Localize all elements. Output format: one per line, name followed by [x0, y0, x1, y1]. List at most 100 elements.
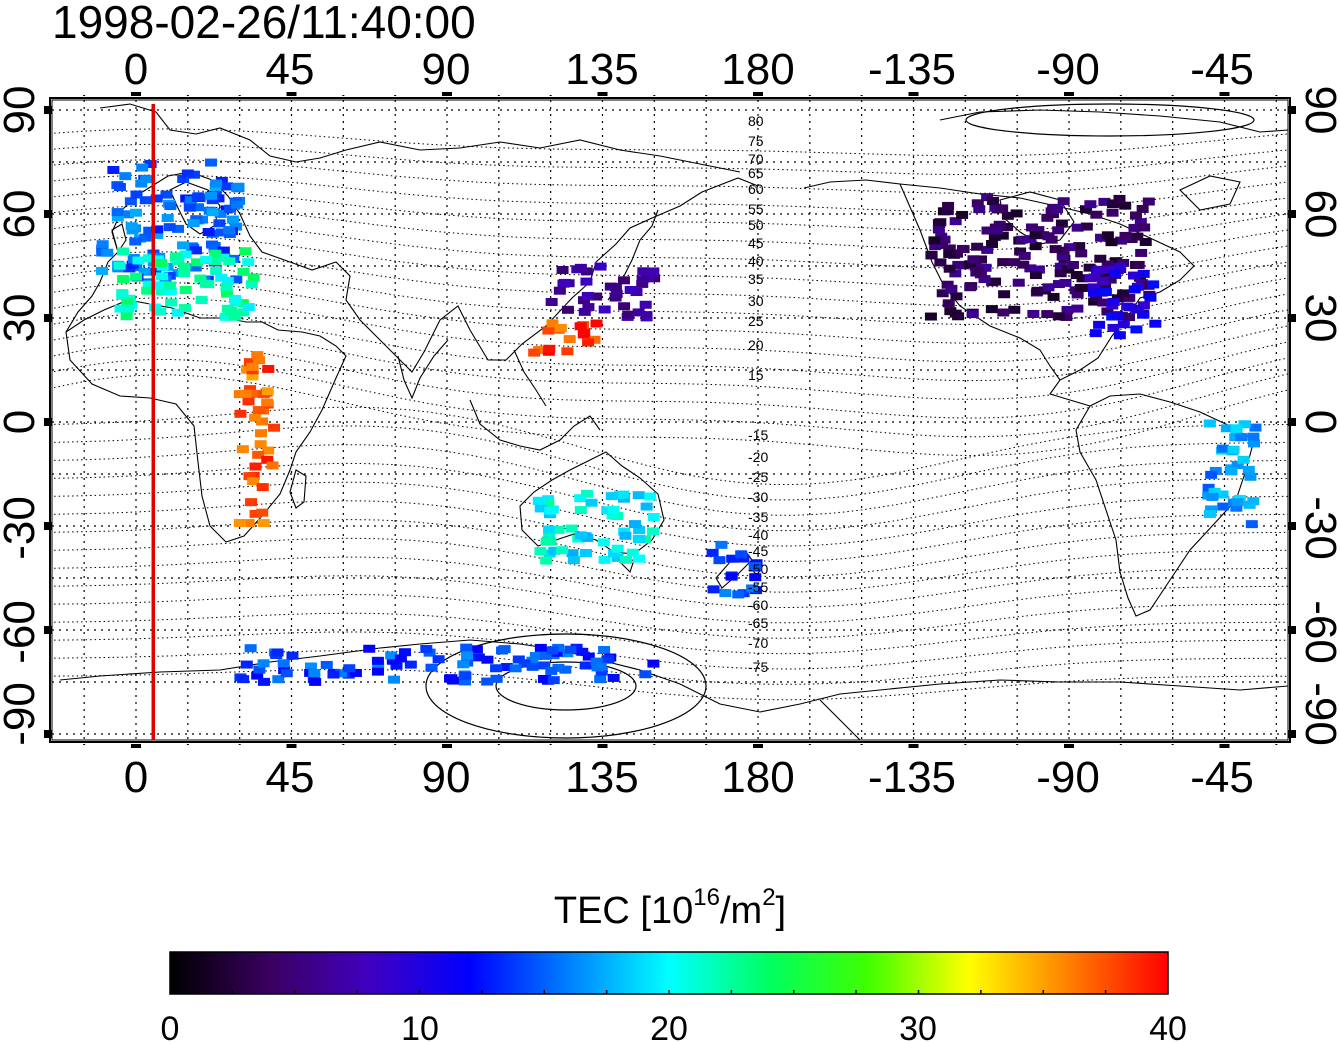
tec-cell [224, 204, 237, 213]
tec-cell [647, 513, 660, 522]
tec-cell [371, 656, 384, 665]
tec-cell [164, 202, 177, 211]
tec-cell [239, 389, 252, 398]
tec-cell [620, 555, 633, 564]
tec-cell [924, 312, 937, 321]
tec-cell [242, 258, 255, 267]
contour-label: -55 [748, 579, 768, 595]
tec-cell [327, 670, 340, 679]
tec-cell [574, 494, 587, 503]
tec-cell [1042, 283, 1055, 292]
tec-cell [1054, 262, 1067, 271]
tec-cell [210, 266, 223, 275]
contour-line [52, 650, 1288, 685]
tec-cell [632, 308, 645, 317]
tec-cell [183, 203, 196, 212]
tec-cell [221, 182, 234, 191]
tec-cell [386, 656, 399, 665]
tec-cell [1100, 269, 1113, 278]
tec-cell [205, 158, 218, 167]
tec-cell [398, 648, 411, 657]
tec-cell [129, 272, 142, 281]
tec-cell [1244, 472, 1257, 481]
tec-cell [1231, 460, 1244, 469]
tec-cell [590, 292, 603, 301]
tec-cell [242, 397, 255, 406]
tec-cell [121, 210, 134, 219]
tec-cell [130, 190, 143, 199]
tec-cell [1090, 293, 1103, 302]
tec-cell [1042, 232, 1055, 241]
tec-cell [1084, 274, 1097, 283]
tec-cell [732, 590, 745, 599]
tec-cell [1075, 249, 1088, 258]
bottom-lon-label: 135 [565, 753, 638, 802]
tec-cell [932, 225, 945, 234]
tec-cell [208, 244, 221, 253]
timestamp-title: 1998-02-26/11:40:00 [52, 0, 476, 48]
tec-cell [636, 275, 649, 284]
tec-cell [579, 548, 592, 557]
bottom-lon-label: 0 [124, 753, 148, 802]
tec-cell [266, 461, 279, 470]
contour-line [52, 444, 1288, 516]
tec-cell [1138, 223, 1151, 232]
tec-cell [472, 653, 485, 662]
tec-cell [639, 670, 652, 679]
tec-cell [221, 304, 234, 313]
tec-cell [746, 584, 759, 593]
tec-cell [996, 204, 1009, 213]
tec-cell [624, 285, 637, 294]
contour-line [52, 174, 1288, 213]
contour-label: -70 [748, 635, 768, 651]
tec-cell [1106, 208, 1119, 217]
tec-cell [1130, 325, 1143, 334]
tec-cell [978, 275, 991, 284]
tec-cell [943, 244, 956, 253]
tec-data-points [96, 158, 1262, 686]
tec-cell [172, 224, 185, 233]
tec-cell [1205, 470, 1218, 479]
tec-cell [556, 265, 569, 274]
tec-cell [985, 305, 998, 314]
tec-cell [461, 651, 474, 660]
tec-cell [622, 310, 635, 319]
tec-cell [1061, 305, 1074, 314]
tec-cell [205, 191, 218, 200]
contour-line [52, 159, 1288, 194]
tec-cell [1129, 211, 1142, 220]
tec-cell [545, 666, 558, 675]
tec-cell [1229, 433, 1242, 442]
tec-cell [242, 519, 255, 528]
left-lat-label: -30 [0, 496, 44, 560]
tec-cell [1010, 209, 1023, 218]
contour-line [52, 612, 1288, 655]
tec-cell [117, 247, 130, 256]
tec-cell [122, 304, 135, 313]
tec-cell [640, 502, 653, 511]
tec-cell [249, 462, 262, 471]
tec-cell [119, 172, 132, 181]
tec-cell [481, 677, 494, 686]
tec-cell [220, 282, 233, 291]
tec-cell [1027, 309, 1040, 318]
tec-cell [155, 258, 168, 267]
contour-label: 75 [748, 133, 764, 149]
tec-cell [177, 175, 190, 184]
tec-cell [1066, 260, 1079, 269]
tec-cell [538, 661, 551, 670]
tec-cell [249, 413, 262, 422]
tec-cell [498, 645, 511, 654]
contour-label: -15 [748, 427, 768, 443]
tec-cell [993, 220, 1006, 229]
tec-cell [179, 286, 192, 295]
tec-cell [229, 298, 242, 307]
tec-cell [564, 645, 577, 654]
tec-cell [199, 279, 212, 288]
colorbar-title-end: ] [775, 890, 787, 932]
tec-cell [242, 303, 255, 312]
tec-cell [606, 511, 619, 520]
tec-cell [459, 671, 472, 680]
tec-cell [129, 237, 142, 246]
tec-cell [245, 498, 258, 507]
